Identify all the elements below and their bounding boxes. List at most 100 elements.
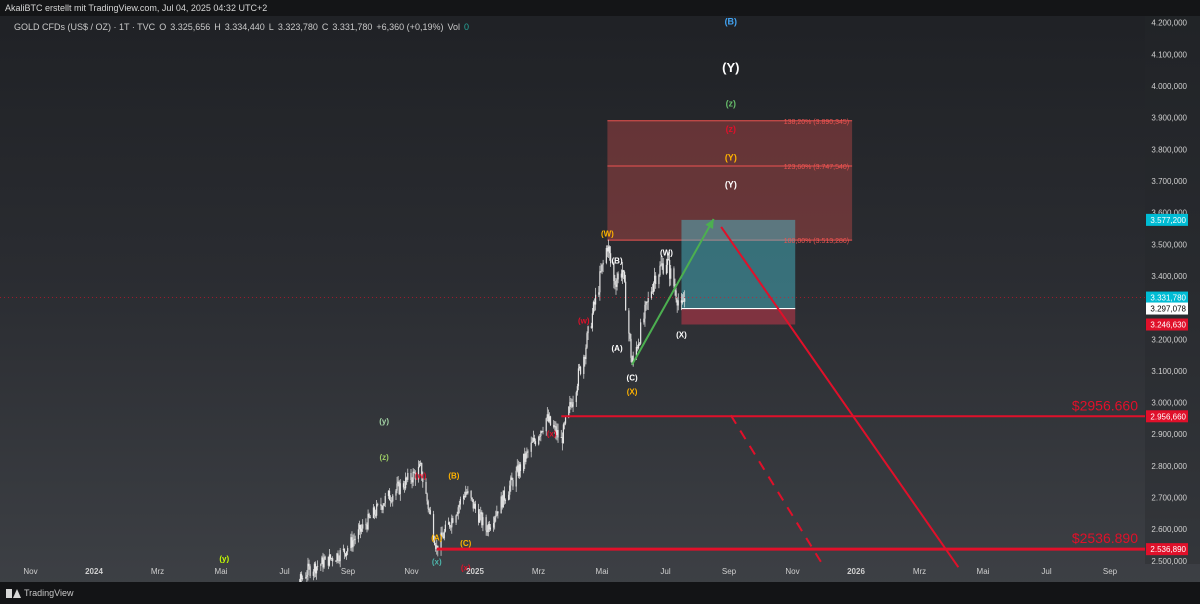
price-tick-label: 3.400,000	[1151, 272, 1187, 281]
candle-body	[616, 279, 618, 287]
candle-body	[644, 304, 646, 319]
symbol-legend[interactable]: GOLD CFDs (US$ / OZ) · 1T · TVC O 3.325,6…	[14, 20, 469, 34]
candle-body	[530, 442, 532, 452]
candle-body	[666, 259, 669, 265]
candle-body	[462, 495, 465, 500]
wave-label: (X)	[627, 388, 638, 397]
candle-body	[636, 346, 639, 349]
candle-body	[346, 551, 348, 556]
time-tick-label: Sep	[341, 567, 356, 576]
candle-body	[660, 264, 662, 266]
candle-body	[465, 491, 467, 498]
candle-body	[309, 566, 311, 576]
candle-body	[576, 386, 578, 393]
time-axis[interactable]: Nov 2024 Mrz Mai Jul Sep Nov 2025 Mrz Mai Jul Sep No…	[23, 567, 1117, 576]
candle-body	[584, 356, 586, 360]
candle-body	[366, 524, 368, 530]
candle-body	[590, 326, 592, 328]
stop-zone[interactable]	[681, 308, 796, 325]
down-projection-line[interactable]	[720, 226, 960, 568]
candle-body	[369, 517, 371, 519]
price-axis[interactable]: 4.200,000 4.100,000 4.000,000 3.900,000 3.80…	[1145, 16, 1200, 566]
candle-body	[387, 490, 390, 497]
candle-body	[442, 536, 444, 539]
candle-body	[548, 416, 551, 422]
time-tick-label: Nov	[404, 567, 418, 576]
time-tick-label: Nov	[785, 567, 799, 576]
support-price-tag	[1146, 543, 1188, 556]
candle-body	[516, 465, 518, 471]
support-level-label: $2956.660	[1072, 397, 1138, 413]
candle-body	[538, 436, 540, 445]
brand-name: TradingView	[24, 588, 74, 598]
tradingview-logo[interactable]: TradingView	[6, 588, 74, 598]
candle-body	[432, 514, 435, 540]
high-value: 3.334,440	[224, 22, 265, 32]
candle-body	[628, 310, 630, 334]
candle-body	[500, 496, 502, 514]
price-tick-label: 3.900,000	[1151, 114, 1187, 123]
lines-layer	[0, 218, 1145, 568]
candle-body	[489, 527, 492, 530]
candle-body	[579, 366, 582, 374]
candle-body	[523, 453, 525, 472]
candle-body	[587, 326, 589, 334]
price-tag-text: 3.246,630	[1150, 321, 1186, 330]
candle-body	[684, 298, 686, 302]
candle-body	[599, 271, 601, 293]
time-tick-label: Mrz	[151, 567, 164, 576]
price-tick-label: 4.200,000	[1151, 19, 1187, 28]
wave-label: (x)	[547, 429, 557, 438]
candle-body	[665, 264, 668, 274]
candle-body	[410, 472, 412, 481]
up-projection-line[interactable]	[631, 218, 715, 366]
support-price-tag-text: 2.536,890	[1150, 545, 1186, 554]
candle-body	[570, 402, 572, 405]
candle-body	[428, 508, 430, 511]
candle-body	[670, 268, 672, 279]
candle-body	[598, 292, 600, 295]
candle-body	[556, 430, 558, 436]
candle-body	[351, 537, 353, 548]
fib-level-label: 123,60% (3.747,540)	[784, 164, 849, 171]
candle-body	[562, 424, 564, 444]
target-zone[interactable]	[681, 219, 796, 309]
candle-body	[458, 504, 460, 508]
candle-body	[359, 524, 362, 532]
candle-body	[466, 491, 468, 494]
candle-body	[344, 553, 347, 556]
candle-body	[425, 482, 427, 494]
change-value: +6,360 (+0,19%)	[376, 22, 444, 32]
candle-body	[662, 263, 664, 274]
fib-level-label: 138,20% (3.890,345)	[784, 119, 849, 126]
candle-body	[519, 464, 522, 472]
credit-text: AkaliBTC erstellt mit TradingView.com, J…	[5, 3, 268, 13]
fib-zone[interactable]	[607, 120, 853, 241]
candle-body	[305, 576, 307, 579]
candle-body	[347, 548, 349, 552]
candle-body	[554, 426, 556, 428]
candle-body	[553, 425, 555, 428]
candle-body	[561, 437, 563, 444]
candle-body	[601, 264, 603, 272]
candle-body	[583, 356, 585, 374]
wave-label: (Y)	[725, 152, 737, 162]
candle-body	[380, 503, 382, 507]
price-tick-label: 3.600,000	[1151, 209, 1187, 218]
candle-body	[357, 529, 360, 539]
symbol-name[interactable]: GOLD CFDs (US$ / OZ) · 1T · TVC	[14, 22, 156, 32]
candle-body	[661, 263, 663, 265]
candle-body	[629, 333, 631, 339]
candle-body	[614, 281, 616, 285]
candle-body	[586, 333, 588, 348]
wave-label: (y)	[219, 554, 229, 563]
candle-body	[675, 290, 677, 300]
price-tag-text: 3.297,078	[1150, 305, 1186, 314]
alt-projection-line[interactable]	[729, 414, 826, 568]
candle-body	[563, 423, 566, 425]
candle-body	[541, 431, 543, 432]
wave-label: (x)	[432, 558, 442, 567]
candle-body	[655, 275, 657, 285]
candle-body	[418, 464, 421, 467]
